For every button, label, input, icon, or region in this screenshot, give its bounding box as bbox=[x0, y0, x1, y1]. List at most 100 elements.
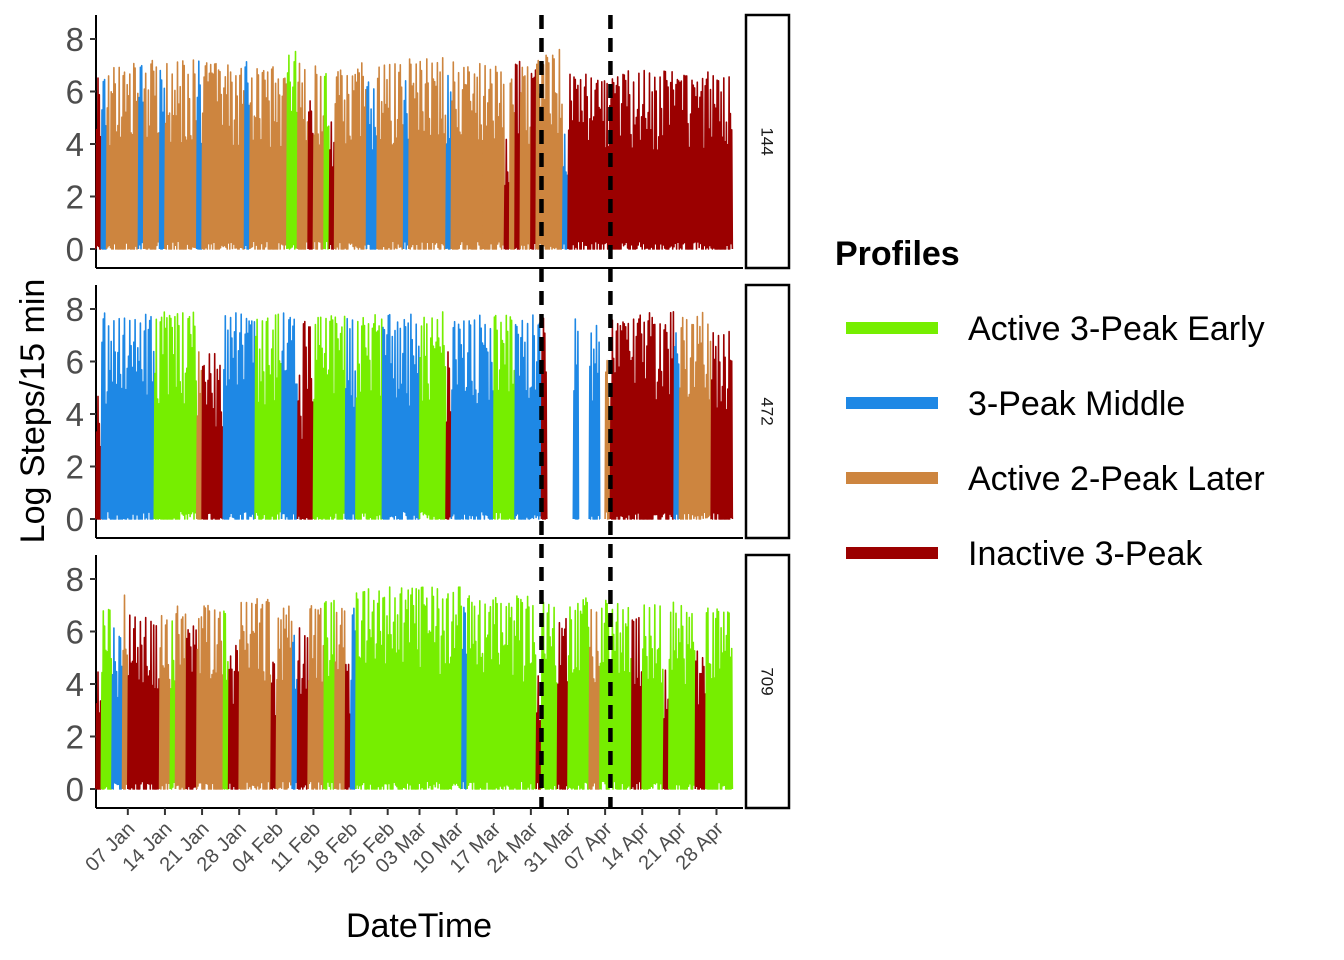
facet-strip-label: 144 bbox=[758, 127, 777, 155]
activity-trace-segment bbox=[286, 50, 299, 250]
activity-trace-segment bbox=[376, 63, 405, 250]
activity-trace-segment bbox=[302, 320, 315, 520]
activity-trace-segment bbox=[450, 314, 495, 520]
legend-swatch bbox=[846, 397, 938, 409]
activity-trace-segment bbox=[296, 627, 309, 790]
activity-trace-segment bbox=[710, 330, 734, 520]
panel-472: 0 2 4 6 8 472 bbox=[66, 283, 791, 540]
legend-swatch bbox=[846, 322, 938, 334]
activity-trace-segment bbox=[572, 318, 580, 520]
activity-trace-segment bbox=[508, 78, 516, 250]
activity-trace-segment bbox=[333, 607, 346, 790]
activity-trace-segment bbox=[445, 74, 453, 250]
activity-trace-segment bbox=[227, 644, 240, 790]
activity-trace-segment bbox=[169, 620, 177, 790]
activity-trace-segment bbox=[243, 61, 251, 250]
activity-trace-segment bbox=[466, 595, 537, 790]
legend-label: Active 2-Peak Later bbox=[968, 460, 1265, 498]
activity-trace-segment bbox=[328, 121, 336, 250]
activity-trace-segment bbox=[196, 60, 203, 250]
activity-trace-segment bbox=[275, 605, 293, 790]
activity-trace-segment bbox=[588, 324, 601, 520]
activity-trace-segment bbox=[196, 604, 224, 790]
y-tick-label: 4 bbox=[66, 666, 84, 703]
activity-trace-segment bbox=[461, 606, 468, 790]
facet-strip-label: 472 bbox=[758, 397, 777, 425]
activity-trace-segment bbox=[450, 61, 484, 250]
y-tick-label: 6 bbox=[66, 344, 84, 381]
activity-trace-segment bbox=[408, 57, 447, 250]
activity-trace-segment bbox=[185, 625, 198, 790]
activity-trace-segment bbox=[705, 607, 734, 790]
y-tick-label: 0 bbox=[66, 231, 84, 268]
legend-label: 3-Peak Middle bbox=[968, 385, 1185, 423]
activity-trace-segment bbox=[673, 332, 681, 520]
y-tick-label: 6 bbox=[66, 614, 84, 651]
activity-trace-segment bbox=[174, 605, 187, 790]
y-tick-label: 4 bbox=[66, 396, 84, 433]
legend-title: Profiles bbox=[835, 235, 960, 273]
activity-trace-segment bbox=[514, 314, 543, 520]
activity-trace-segment bbox=[280, 312, 299, 520]
activity-trace-segment bbox=[530, 69, 537, 250]
activity-trace-segment bbox=[291, 634, 299, 790]
activity-trace-segment bbox=[201, 62, 246, 250]
activity-trace-segment bbox=[641, 604, 665, 790]
activity-trace-segment bbox=[678, 311, 712, 520]
activity-trace-segment bbox=[111, 627, 124, 790]
activity-trace-segment bbox=[492, 314, 516, 520]
activity-trace-segment bbox=[418, 311, 447, 520]
activity-trace-segment bbox=[137, 64, 145, 250]
activity-trace-segment bbox=[323, 599, 336, 790]
activity-trace-segment bbox=[599, 599, 633, 790]
activity-trace-segment bbox=[556, 617, 569, 790]
activity-trace-segment bbox=[344, 317, 357, 520]
y-tick-label: 8 bbox=[66, 291, 84, 328]
activity-trace-segment bbox=[164, 59, 198, 250]
activity-trace-segment bbox=[561, 133, 569, 250]
activity-trace-segment bbox=[349, 607, 357, 790]
activity-trace-segment bbox=[694, 650, 707, 790]
activity-trace-segment bbox=[238, 598, 272, 790]
activity-trace-segment bbox=[158, 69, 166, 250]
activity-trace-segment bbox=[312, 315, 347, 520]
activity-trace-segment bbox=[222, 312, 256, 520]
facet-strip bbox=[744, 553, 791, 810]
activity-trace-segment bbox=[296, 374, 304, 520]
activity-trace-segment bbox=[588, 608, 601, 790]
activity-trace-segment bbox=[127, 614, 161, 790]
activity-trace-segment bbox=[249, 66, 288, 250]
activity-trace-segment bbox=[307, 100, 315, 250]
activity-trace-segment bbox=[567, 69, 734, 250]
activity-traces bbox=[95, 48, 734, 250]
activity-trace-segment bbox=[567, 597, 590, 790]
activity-trace-segment bbox=[344, 663, 352, 790]
activity-trace-segment bbox=[503, 138, 511, 250]
y-tick-label: 8 bbox=[66, 561, 84, 598]
event-reference-lines bbox=[539, 15, 613, 808]
y-tick-label: 0 bbox=[66, 771, 84, 808]
activity-trace-segment bbox=[445, 351, 453, 520]
activity-trace-segment bbox=[381, 313, 421, 520]
activity-trace-segment bbox=[609, 311, 675, 520]
panel-144: 0 2 4 6 8 144 bbox=[66, 13, 791, 270]
activity-trace-segment bbox=[100, 78, 108, 250]
activity-trace-segment bbox=[365, 81, 378, 250]
activity-trace-segment bbox=[100, 608, 113, 790]
activity-trace-segment bbox=[668, 601, 697, 790]
activity-trace-segment bbox=[402, 80, 410, 250]
activity-trace-segment bbox=[296, 62, 309, 250]
activity-trace-segment bbox=[158, 614, 171, 790]
activity-trace-segment bbox=[153, 311, 198, 520]
legend-label: Active 3-Peak Early bbox=[968, 310, 1265, 348]
activity-trace-segment bbox=[323, 72, 331, 250]
y-tick-label: 4 bbox=[66, 126, 84, 163]
y-tick-label: 2 bbox=[66, 449, 84, 486]
legend: Profiles Active 3-Peak Early 3-Peak Middl… bbox=[835, 235, 1265, 573]
legend-label: Inactive 3-Peak bbox=[968, 535, 1203, 573]
activity-traces bbox=[95, 586, 734, 790]
activity-trace-segment bbox=[355, 314, 384, 520]
panel-709: 0 2 4 6 8 709 bbox=[66, 553, 791, 810]
